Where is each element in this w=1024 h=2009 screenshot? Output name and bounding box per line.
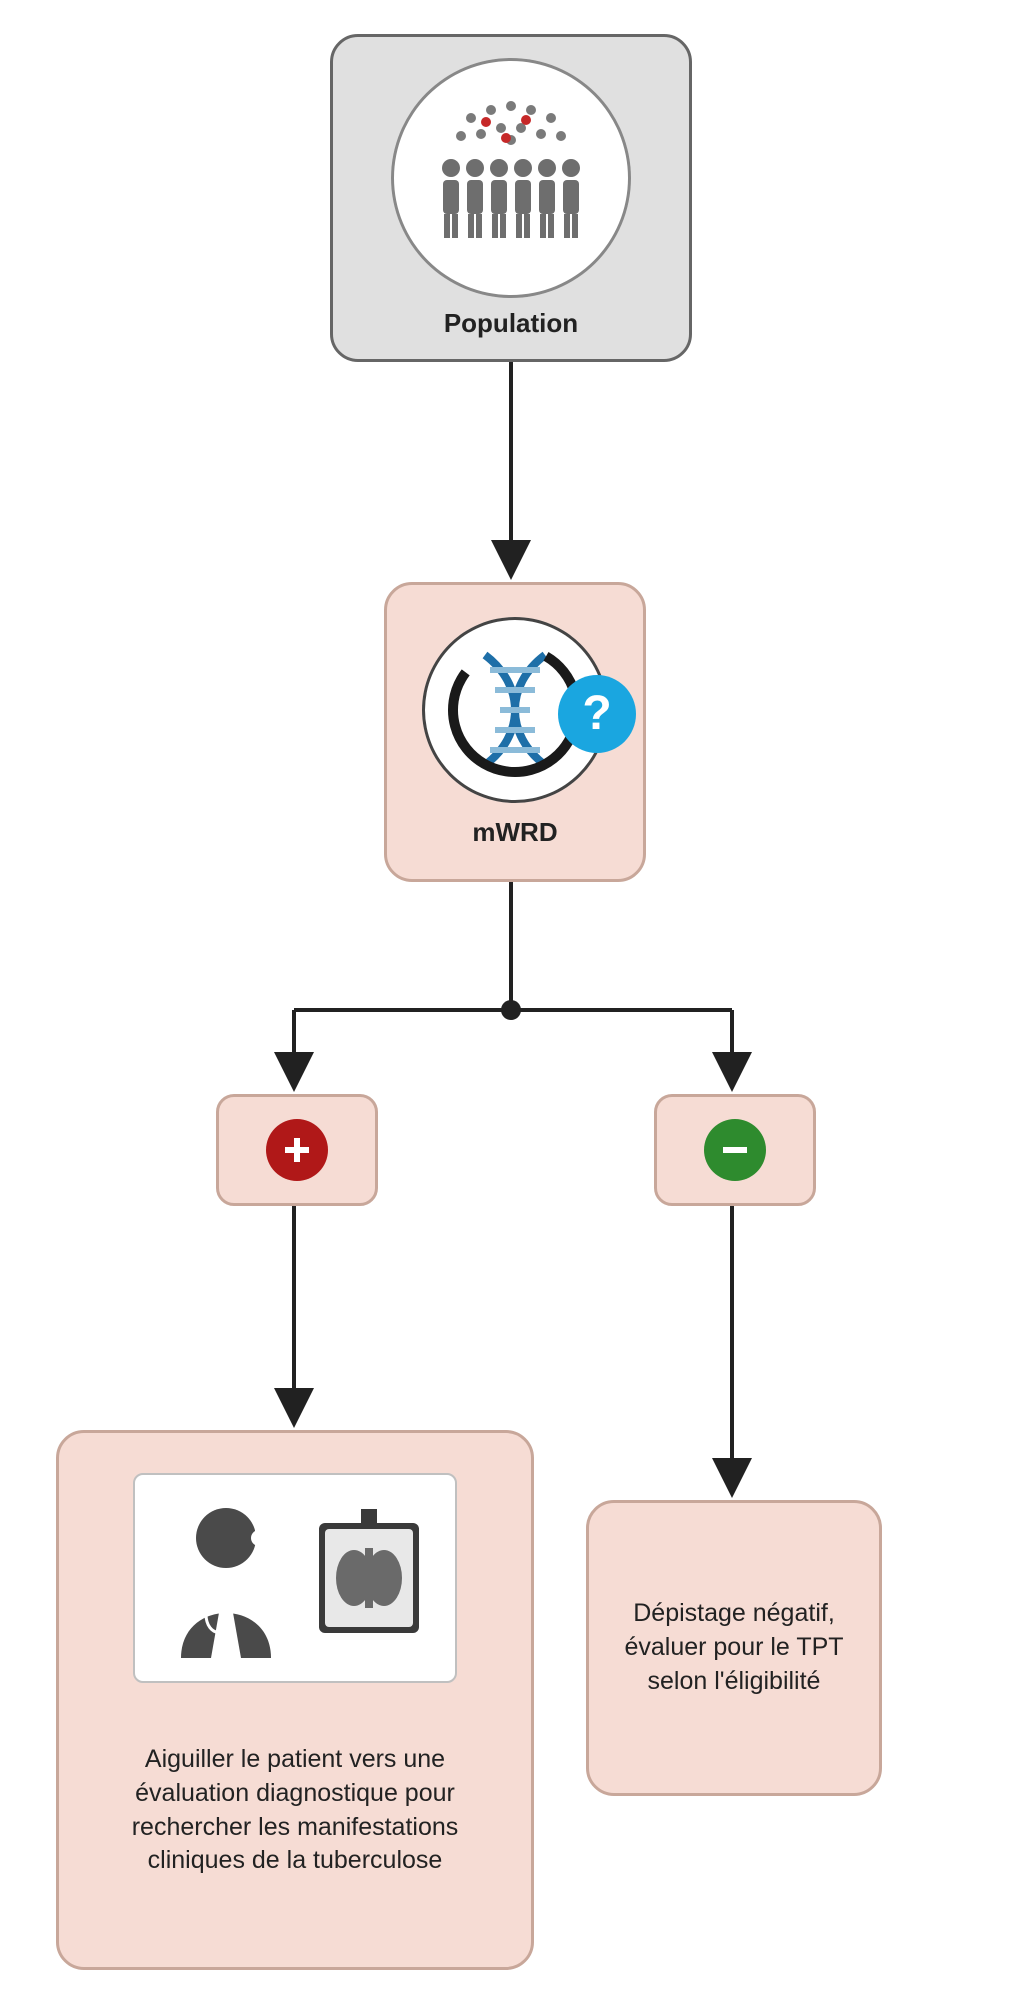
xray-icon bbox=[309, 1503, 429, 1653]
node-negative bbox=[654, 1094, 816, 1206]
node-mwrd: ? mWRD bbox=[384, 582, 646, 882]
negative-badge bbox=[704, 1119, 766, 1181]
clinician-image-panel bbox=[133, 1473, 457, 1683]
help-badge: ? bbox=[558, 675, 636, 753]
help-badge-text: ? bbox=[582, 686, 611, 741]
population-icon bbox=[391, 58, 631, 298]
plus-icon bbox=[279, 1132, 315, 1168]
doctor-icon bbox=[161, 1498, 291, 1658]
node-positive bbox=[216, 1094, 378, 1206]
positive-badge bbox=[266, 1119, 328, 1181]
mwrd-label: mWRD bbox=[472, 817, 557, 848]
mwrd-icon-wrap: ? bbox=[422, 617, 608, 803]
outcome-negative-text: Dépistage négatif, évaluer pour le TPT s… bbox=[607, 1597, 861, 1698]
flowchart-canvas: Population bbox=[0, 0, 1024, 2009]
node-outcome-negative: Dépistage négatif, évaluer pour le TPT s… bbox=[586, 1500, 882, 1796]
population-label: Population bbox=[444, 308, 578, 339]
node-population: Population bbox=[330, 34, 692, 362]
node-outcome-positive: Aiguiller le patient vers une évaluation… bbox=[56, 1430, 534, 1970]
outcome-positive-text: Aiguiller le patient vers une évaluation… bbox=[77, 1743, 513, 1878]
minus-icon bbox=[717, 1132, 753, 1168]
